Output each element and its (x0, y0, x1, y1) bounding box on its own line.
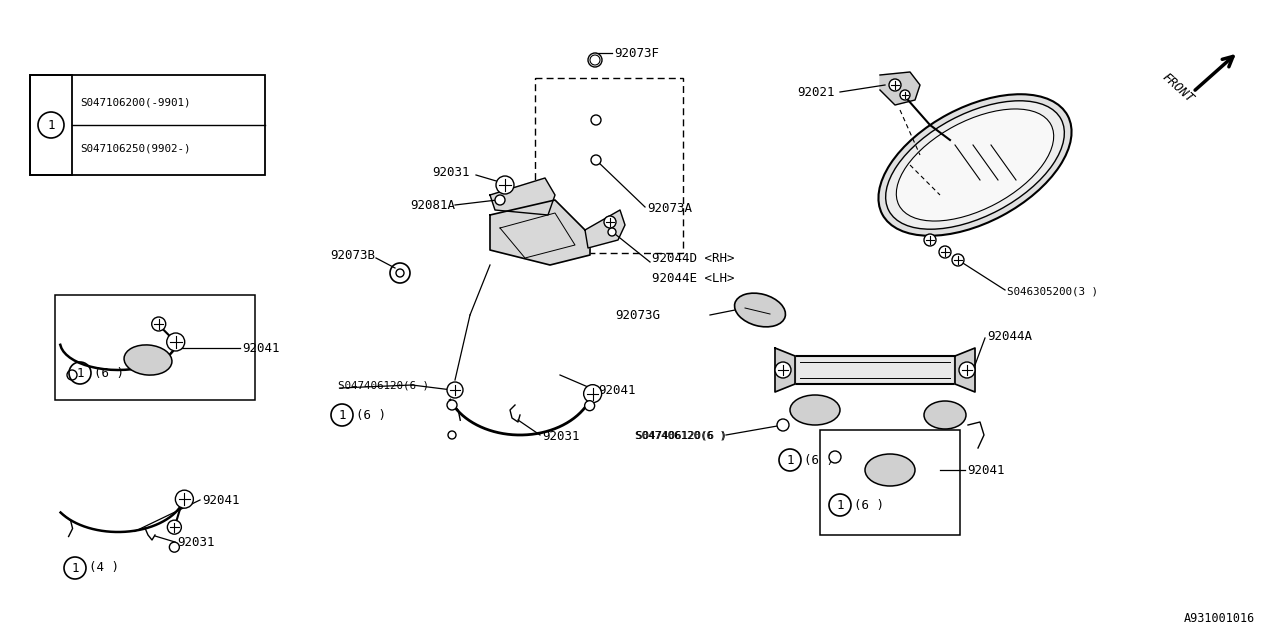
Text: 1: 1 (786, 454, 794, 467)
Text: A931001016: A931001016 (1184, 612, 1254, 625)
Ellipse shape (878, 94, 1071, 236)
Text: FRONT: FRONT (1160, 70, 1197, 106)
Circle shape (67, 370, 77, 380)
Text: 92044D <RH>: 92044D <RH> (652, 252, 735, 264)
Bar (820, 430, 960, 535)
Text: (4 ): (4 ) (90, 561, 119, 575)
Text: (6 ): (6 ) (854, 499, 884, 511)
Circle shape (777, 419, 788, 431)
Text: 1: 1 (836, 499, 844, 511)
Circle shape (168, 520, 182, 534)
Circle shape (590, 55, 600, 65)
Text: 92041: 92041 (966, 463, 1005, 477)
Circle shape (829, 451, 841, 463)
Text: 92041: 92041 (202, 493, 239, 506)
Circle shape (175, 490, 193, 508)
Circle shape (447, 382, 463, 398)
Ellipse shape (124, 345, 172, 375)
Bar (29, 75, 72, 175)
Bar (55, 295, 255, 400)
Text: 92041: 92041 (242, 342, 279, 355)
Circle shape (396, 269, 404, 277)
Circle shape (447, 400, 457, 410)
Ellipse shape (924, 401, 966, 429)
Bar (795, 356, 955, 384)
Circle shape (584, 385, 602, 403)
Circle shape (152, 317, 165, 331)
Circle shape (890, 79, 901, 91)
Text: S047406120(6 ): S047406120(6 ) (338, 380, 429, 390)
Ellipse shape (735, 293, 786, 327)
Circle shape (591, 155, 602, 165)
Text: 92044E <LH>: 92044E <LH> (652, 271, 735, 285)
Text: 92041: 92041 (598, 383, 635, 397)
Circle shape (774, 362, 791, 378)
Polygon shape (955, 348, 975, 392)
Circle shape (608, 228, 616, 236)
Ellipse shape (790, 395, 840, 425)
Text: 92073F: 92073F (614, 47, 659, 60)
Circle shape (495, 195, 506, 205)
Text: S047406120(6 ): S047406120(6 ) (636, 430, 727, 440)
Circle shape (591, 115, 602, 125)
Text: S047106200(-9901): S047106200(-9901) (79, 97, 191, 107)
Bar (535, 78, 684, 253)
Text: S046305200(3 ): S046305200(3 ) (1007, 286, 1098, 296)
Ellipse shape (865, 454, 915, 486)
Text: (6 ): (6 ) (93, 367, 124, 380)
Circle shape (169, 542, 179, 552)
Circle shape (959, 362, 975, 378)
Text: S047106250(9902-): S047106250(9902-) (79, 143, 191, 153)
Ellipse shape (886, 100, 1065, 229)
Polygon shape (490, 200, 590, 265)
Text: 92073A: 92073A (646, 202, 692, 214)
Text: 92081A: 92081A (410, 198, 454, 211)
Polygon shape (490, 178, 556, 215)
Text: S047406120(6 ): S047406120(6 ) (635, 430, 726, 440)
Circle shape (585, 401, 595, 411)
Bar (29, 75, 265, 175)
Circle shape (497, 176, 515, 194)
Circle shape (588, 53, 602, 67)
Text: 1: 1 (72, 561, 79, 575)
Circle shape (604, 216, 616, 228)
Polygon shape (774, 348, 795, 392)
Text: 92031: 92031 (433, 166, 470, 179)
Text: 92021: 92021 (797, 86, 835, 99)
Text: (6 ): (6 ) (804, 454, 835, 467)
Text: 92073B: 92073B (330, 248, 375, 262)
Text: 92031: 92031 (541, 429, 580, 442)
Text: 1: 1 (338, 408, 346, 422)
Text: (6 ): (6 ) (356, 408, 387, 422)
Text: 92073G: 92073G (614, 308, 660, 321)
Ellipse shape (896, 109, 1053, 221)
Text: 1: 1 (47, 118, 55, 131)
Text: 92031: 92031 (177, 536, 215, 550)
Circle shape (924, 234, 936, 246)
Circle shape (166, 333, 184, 351)
Circle shape (448, 431, 456, 439)
Circle shape (940, 246, 951, 258)
Text: 1: 1 (77, 367, 83, 380)
Polygon shape (585, 210, 625, 248)
Circle shape (900, 90, 910, 100)
Circle shape (952, 254, 964, 266)
Polygon shape (881, 72, 920, 105)
Text: 92044A: 92044A (987, 330, 1032, 342)
